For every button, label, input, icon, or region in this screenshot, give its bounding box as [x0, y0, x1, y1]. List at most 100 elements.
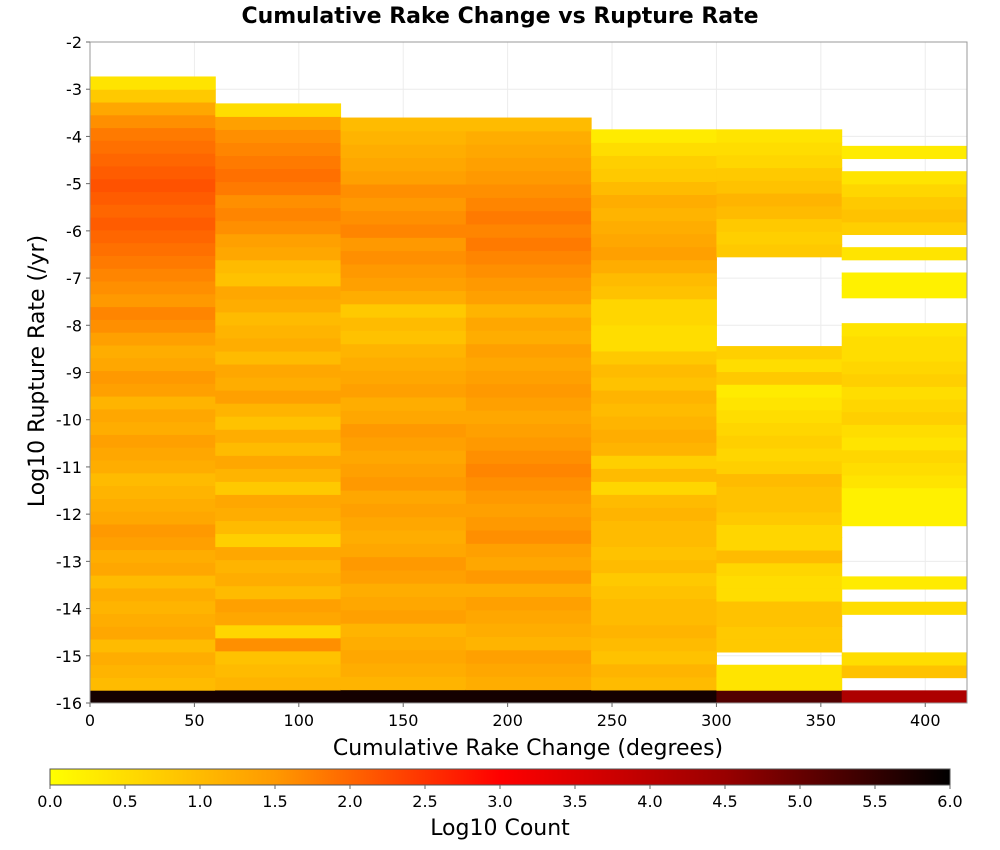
heatmap-cell	[841, 500, 968, 514]
heatmap-cell	[340, 623, 467, 637]
heatmap-cell	[90, 434, 216, 448]
heatmap-cell	[591, 598, 717, 613]
heatmap-cell	[591, 350, 717, 365]
heatmap-cell	[465, 117, 592, 132]
heatmap-cell	[215, 403, 342, 417]
heatmap-cell	[215, 585, 342, 600]
heatmap-cell	[215, 507, 342, 522]
heatmap-cell	[90, 626, 216, 640]
x-tick-label: 50	[184, 711, 204, 730]
heatmap-cell	[591, 559, 717, 574]
y-tick-label: -4	[66, 127, 82, 146]
heatmap-cell	[90, 153, 216, 167]
heatmap-cell	[591, 429, 717, 443]
heatmap-cell	[465, 250, 592, 265]
heatmap-cell	[90, 600, 216, 614]
heatmap-cell	[841, 513, 968, 527]
heatmap-cell	[215, 533, 342, 548]
heatmap-cell	[215, 689, 342, 704]
heatmap-cell	[591, 337, 717, 352]
y-tick-label: -10	[56, 411, 82, 430]
heatmap-cell	[591, 689, 717, 704]
heatmap-cell	[591, 637, 717, 652]
heatmap-cell	[716, 448, 843, 462]
heatmap-cell	[465, 197, 592, 212]
heatmap-cell	[340, 663, 467, 677]
heatmap-cell	[841, 348, 968, 362]
heatmap-cell	[716, 550, 843, 564]
heatmap-cell	[716, 384, 843, 398]
heatmap-cell	[340, 463, 467, 478]
heatmap-cell	[716, 371, 843, 385]
heatmap-cell	[465, 277, 592, 292]
y-tick-label: -13	[56, 552, 82, 571]
chart-title: Cumulative Rake Change vs Rupture Rate	[241, 4, 758, 29]
x-tick-label: 200	[492, 711, 523, 730]
heatmap-cell	[591, 676, 717, 691]
heatmap-cell	[465, 210, 592, 225]
heatmap-cell	[716, 511, 843, 526]
heatmap-cell	[841, 601, 968, 615]
colorbar-label: Log10 Count	[430, 816, 570, 841]
heatmap-cell	[215, 207, 342, 222]
heatmap-cell	[340, 170, 467, 185]
x-axis-ticks: 0 50 100 150 200 250 300 350 400	[85, 703, 941, 730]
y-tick-label: -9	[66, 364, 82, 383]
y-tick-label: -2	[66, 33, 82, 52]
heatmap-cell	[716, 664, 843, 679]
heatmap-cell	[841, 171, 968, 185]
heatmap-cell	[841, 411, 968, 425]
heatmap-cell	[591, 298, 717, 313]
heatmap-cell	[340, 290, 467, 305]
heatmap-cell	[215, 481, 342, 495]
heatmap-cell	[90, 89, 216, 103]
heatmap-cell	[841, 449, 968, 463]
heatmap-cell	[716, 205, 843, 220]
heatmap-cell	[841, 285, 968, 299]
y-tick-label: -5	[66, 175, 82, 194]
heatmap-cell	[465, 317, 592, 331]
colorbar-tick-label: 0.0	[37, 792, 62, 811]
heatmap-cell	[215, 338, 342, 352]
heatmap-cell	[465, 423, 592, 438]
heatmap-cell	[716, 562, 843, 577]
heatmap-cell	[716, 588, 843, 602]
heatmap-cell	[716, 193, 843, 207]
heatmap-cells	[90, 76, 968, 704]
heatmap-cell	[591, 272, 717, 287]
heatmap-cell	[591, 377, 717, 391]
heatmap-cell	[215, 129, 342, 143]
heatmap-cell	[215, 233, 342, 248]
colorbar-tick-label: 1.5	[262, 792, 287, 811]
heatmap-cell	[90, 383, 216, 397]
heatmap-cell	[716, 626, 843, 640]
heatmap-cell	[90, 575, 216, 589]
heatmap-cell	[716, 575, 843, 589]
heatmap-cell	[465, 543, 592, 558]
heatmap-cell	[716, 435, 843, 449]
heatmap-cell	[90, 319, 216, 333]
heatmap-cell	[841, 690, 968, 704]
heatmap-cell	[90, 511, 216, 525]
heatmap-cell	[215, 442, 342, 456]
heatmap-cell	[340, 569, 467, 584]
heatmap-cell	[340, 396, 467, 411]
heatmap-cell	[90, 229, 216, 244]
heatmap-cell	[215, 390, 342, 404]
heatmap-cell	[90, 76, 216, 90]
heatmap-cell	[716, 346, 843, 360]
heatmap-cell	[340, 370, 467, 385]
heatmap-cell	[90, 549, 216, 563]
heatmap-cell	[716, 167, 843, 181]
heatmap-cell	[340, 157, 467, 172]
heatmap-cell	[591, 403, 717, 417]
heatmap-cell	[340, 503, 467, 518]
heatmap-cell	[90, 460, 216, 474]
heatmap-cell	[215, 155, 342, 170]
heatmap-cell	[340, 223, 467, 238]
x-axis-label: Cumulative Rake Change (degrees)	[333, 736, 723, 761]
heatmap-cell	[465, 157, 592, 172]
heatmap-cell	[591, 168, 717, 182]
colorbar-tick-label: 0.5	[112, 792, 137, 811]
heatmap-cell	[591, 364, 717, 378]
